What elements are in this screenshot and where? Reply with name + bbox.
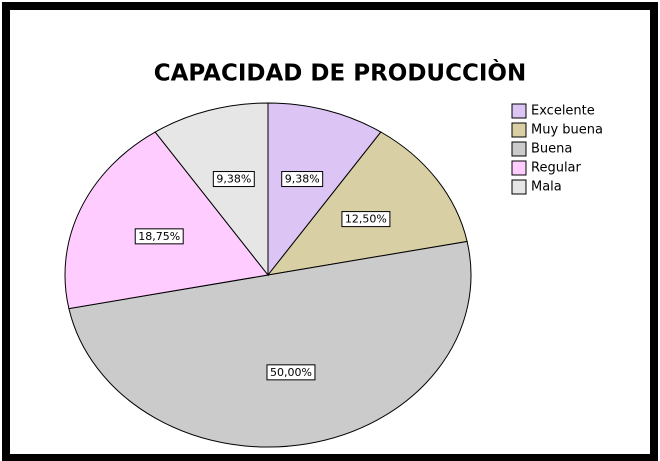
value-label-box xyxy=(266,364,316,381)
legend-swatch xyxy=(511,160,527,176)
legend-swatch xyxy=(511,141,527,157)
pie-slice xyxy=(267,102,382,277)
value-label: 12,50% xyxy=(345,213,387,226)
pie: 9,38% 12,50% 50,00% 18,75% 9,38% xyxy=(64,102,472,448)
value-label-box xyxy=(212,171,255,188)
legend-label: Buena xyxy=(531,142,572,157)
pie-slice xyxy=(266,131,468,276)
value-label: 50,00% xyxy=(270,366,312,379)
pie-slice xyxy=(154,102,269,277)
legend-label: Mala xyxy=(531,180,562,195)
legend-swatch xyxy=(511,179,527,195)
legend-label: Regular xyxy=(531,161,582,176)
value-label: 18,75% xyxy=(138,230,180,243)
value-label-box xyxy=(281,171,324,188)
value-label-box xyxy=(134,228,184,245)
legend: Excelente Muy buena Buena Regular Mala xyxy=(511,103,603,195)
value-label: 9,38% xyxy=(285,173,320,186)
value-label: 9,38% xyxy=(216,173,251,186)
legend-label: Muy buena xyxy=(531,123,603,138)
value-label-box xyxy=(341,211,391,228)
legend-swatch xyxy=(511,122,527,138)
legend-label: Excelente xyxy=(531,104,595,119)
pie-slice xyxy=(68,240,472,448)
chart-title: CAPACIDAD DE PRODUCCIÒN xyxy=(154,59,526,87)
pie-slice xyxy=(64,131,269,310)
legend-swatch xyxy=(511,103,527,119)
